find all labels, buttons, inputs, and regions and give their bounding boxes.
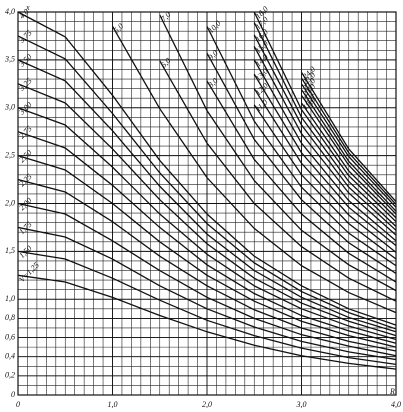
curve-label: 2,50: [17, 148, 33, 164]
curve: [206, 52, 397, 274]
x-tick-label: 3,0: [296, 400, 307, 409]
curve: [253, 22, 397, 227]
curve: [17, 202, 397, 357]
curve-label: V=1,25: [17, 260, 41, 284]
curve: [17, 35, 397, 330]
curve-label: 16,0: [254, 27, 270, 43]
curve: [300, 83, 397, 208]
curve: [17, 155, 397, 348]
curve: [17, 11, 397, 326]
curve: [159, 60, 397, 302]
curve-label: 1,75: [17, 220, 33, 236]
curve-label: 3,50: [17, 52, 34, 69]
curve: [253, 11, 397, 223]
y-tick-label: 1,5: [5, 246, 15, 255]
curve: [300, 102, 397, 219]
curve: [300, 94, 397, 215]
y-axis-label: x: [25, 3, 30, 12]
curve: [17, 107, 397, 341]
curve: [17, 59, 397, 333]
x-tick-label: 2,0: [202, 400, 212, 409]
curve-label: 10,0: [206, 19, 222, 35]
curve: [300, 77, 397, 205]
curve: [17, 131, 397, 344]
curve-label: 2,75: [17, 124, 33, 140]
curve: [206, 26, 397, 267]
curve: [17, 250, 397, 366]
y-tick-label: 2,0: [5, 198, 15, 207]
x-axis-label: R: [389, 387, 395, 396]
curve: [253, 59, 397, 242]
curve: [253, 88, 397, 253]
y-tick-label: 4,0: [5, 7, 15, 16]
y-tick-label: 0: [11, 390, 15, 399]
curve: [253, 104, 397, 260]
curve-label: 1,50: [17, 244, 33, 260]
y-tick-label: 0,8: [5, 313, 15, 322]
x-tick-label: 1,0: [108, 400, 118, 409]
y-tick-label: 3,5: [4, 55, 15, 64]
curve-label: 3,00: [17, 100, 34, 117]
curve: [253, 34, 397, 231]
curve: [300, 71, 397, 203]
curve: [17, 83, 397, 337]
curve-label: 13,0: [254, 67, 270, 83]
curve-label: 2,25: [17, 172, 33, 188]
curve-label: 5,0: [112, 22, 125, 35]
x-tick-label: 4,0: [391, 400, 401, 409]
y-tick-label: 3,0: [4, 103, 15, 112]
curve: [17, 274, 397, 370]
curve: [300, 89, 397, 212]
curve: [206, 80, 397, 283]
y-tick-label: 0,6: [5, 332, 15, 341]
curve: [253, 73, 397, 247]
curve: [17, 226, 397, 361]
curve: [17, 178, 397, 352]
x-tick-label: 0: [16, 400, 20, 409]
y-tick-label: 0,2: [5, 371, 15, 380]
curve-label: 8,0: [206, 76, 219, 89]
plot-frame: [17, 11, 397, 396]
y-tick-label: 0,4: [5, 352, 15, 361]
curve: [253, 46, 397, 236]
y-tick-label: 1,0: [5, 294, 15, 303]
curve-label: 6,0: [159, 56, 172, 69]
y-tick-label: 2,5: [5, 150, 15, 159]
curve: [111, 26, 397, 314]
curve-label: 2,00: [17, 196, 33, 212]
curve: [159, 14, 397, 292]
